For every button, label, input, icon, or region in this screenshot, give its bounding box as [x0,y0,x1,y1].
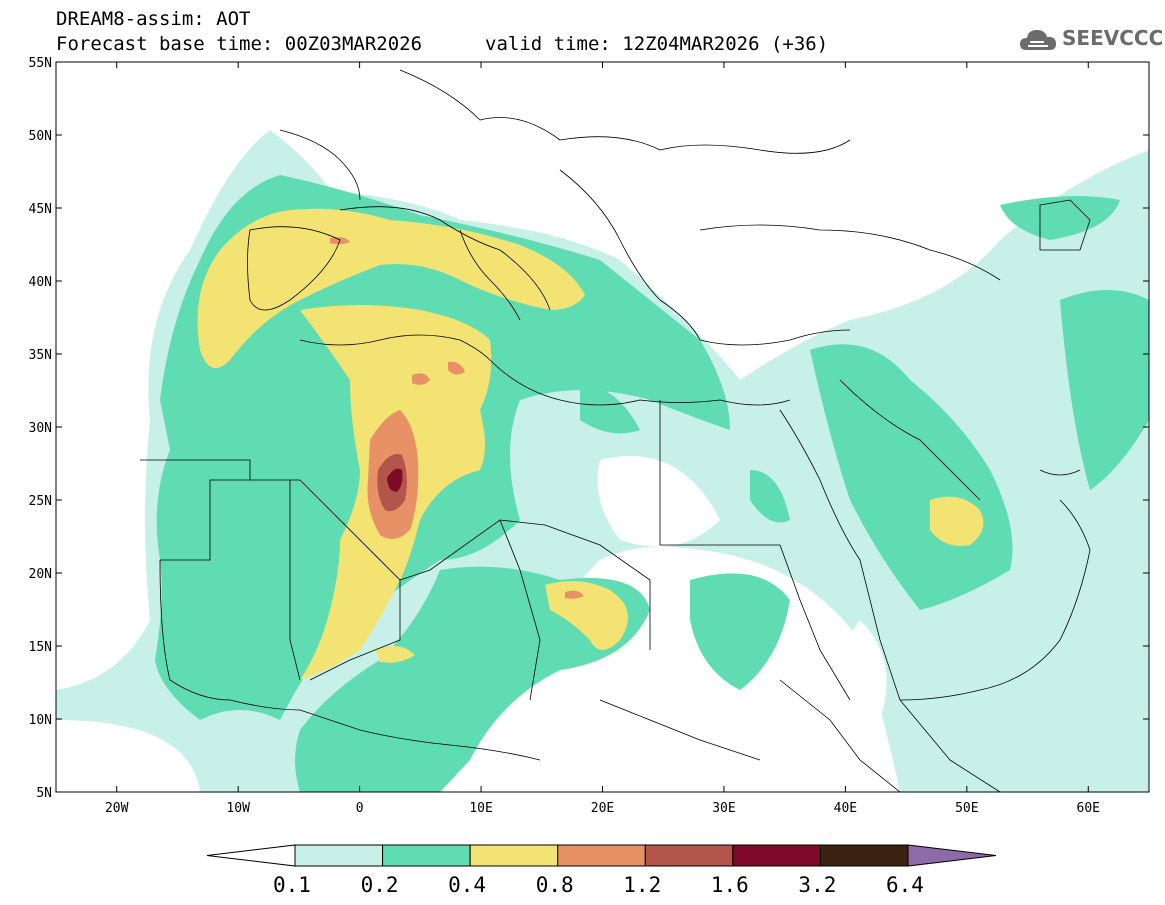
lon-tick-label: 0 [356,801,364,816]
colorbar-arrow-low [206,844,296,867]
lon-tick-label: 20E [591,801,614,816]
lat-tick-label: 15N [29,640,52,655]
lat-tick-label: 30N [29,421,52,436]
colorbar-label: 0.1 [273,873,311,897]
map-title: DREAM8-assim: AOT [56,8,251,30]
colorbar-label: 6.4 [886,873,924,897]
colorbar-label: 3.2 [798,873,837,897]
lat-tick-label: 45N [29,202,52,217]
lat-tick-label: 40N [29,275,52,290]
lon-tick-label: 30E [712,801,735,816]
lon-tick-label: 20W [105,801,129,816]
logo-text: SEEVCCC [1062,26,1164,50]
lon-tick-label: 40E [834,801,857,816]
colorbar-label: 0.8 [535,873,574,897]
valid-time: valid time: 12Z04MAR2026 (+36) [485,33,829,55]
cloud-logo-icon [1020,30,1056,50]
latitude-ticks: 55N 50N 45N 40N 35N 30N 25N 20N 15N 10N 5N [29,56,1149,801]
colorbar-label: 1.2 [623,873,662,897]
lat-tick-label: 50N [29,129,52,144]
lon-tick-label: 50E [955,801,978,816]
colorbar-label: 1.6 [710,873,749,897]
lat-tick-label: 55N [29,56,52,71]
colorbar-box [819,844,909,867]
lat-tick-label: 20N [29,567,52,582]
colorbar-box [644,844,734,867]
lat-tick-label: 25N [29,494,52,509]
colorbar-label: 0.4 [448,873,487,897]
forecast-base-time: Forecast base time: 00Z03MAR2026 [56,33,423,55]
colorbar-box [469,844,559,867]
lat-tick-label: 5N [36,786,52,801]
colorbar-box [732,844,821,867]
lat-tick-label: 35N [29,348,52,363]
colorbar-box [557,844,646,867]
lon-tick-label: 10E [469,801,492,816]
colorbar-arrow-high [907,844,997,867]
lon-tick-label: 10W [226,801,250,816]
colorbar-box [294,844,384,867]
aot-field [56,62,1149,792]
colorbar-box [382,844,471,867]
lon-tick-label: 60E [1077,801,1100,816]
colorbar-label: 0.2 [360,873,399,897]
longitude-ticks: 20W 10W 0 10E 20E 30E 40E 50E 60E [105,62,1100,816]
lat-tick-label: 10N [29,713,52,728]
colorbar [206,844,997,867]
